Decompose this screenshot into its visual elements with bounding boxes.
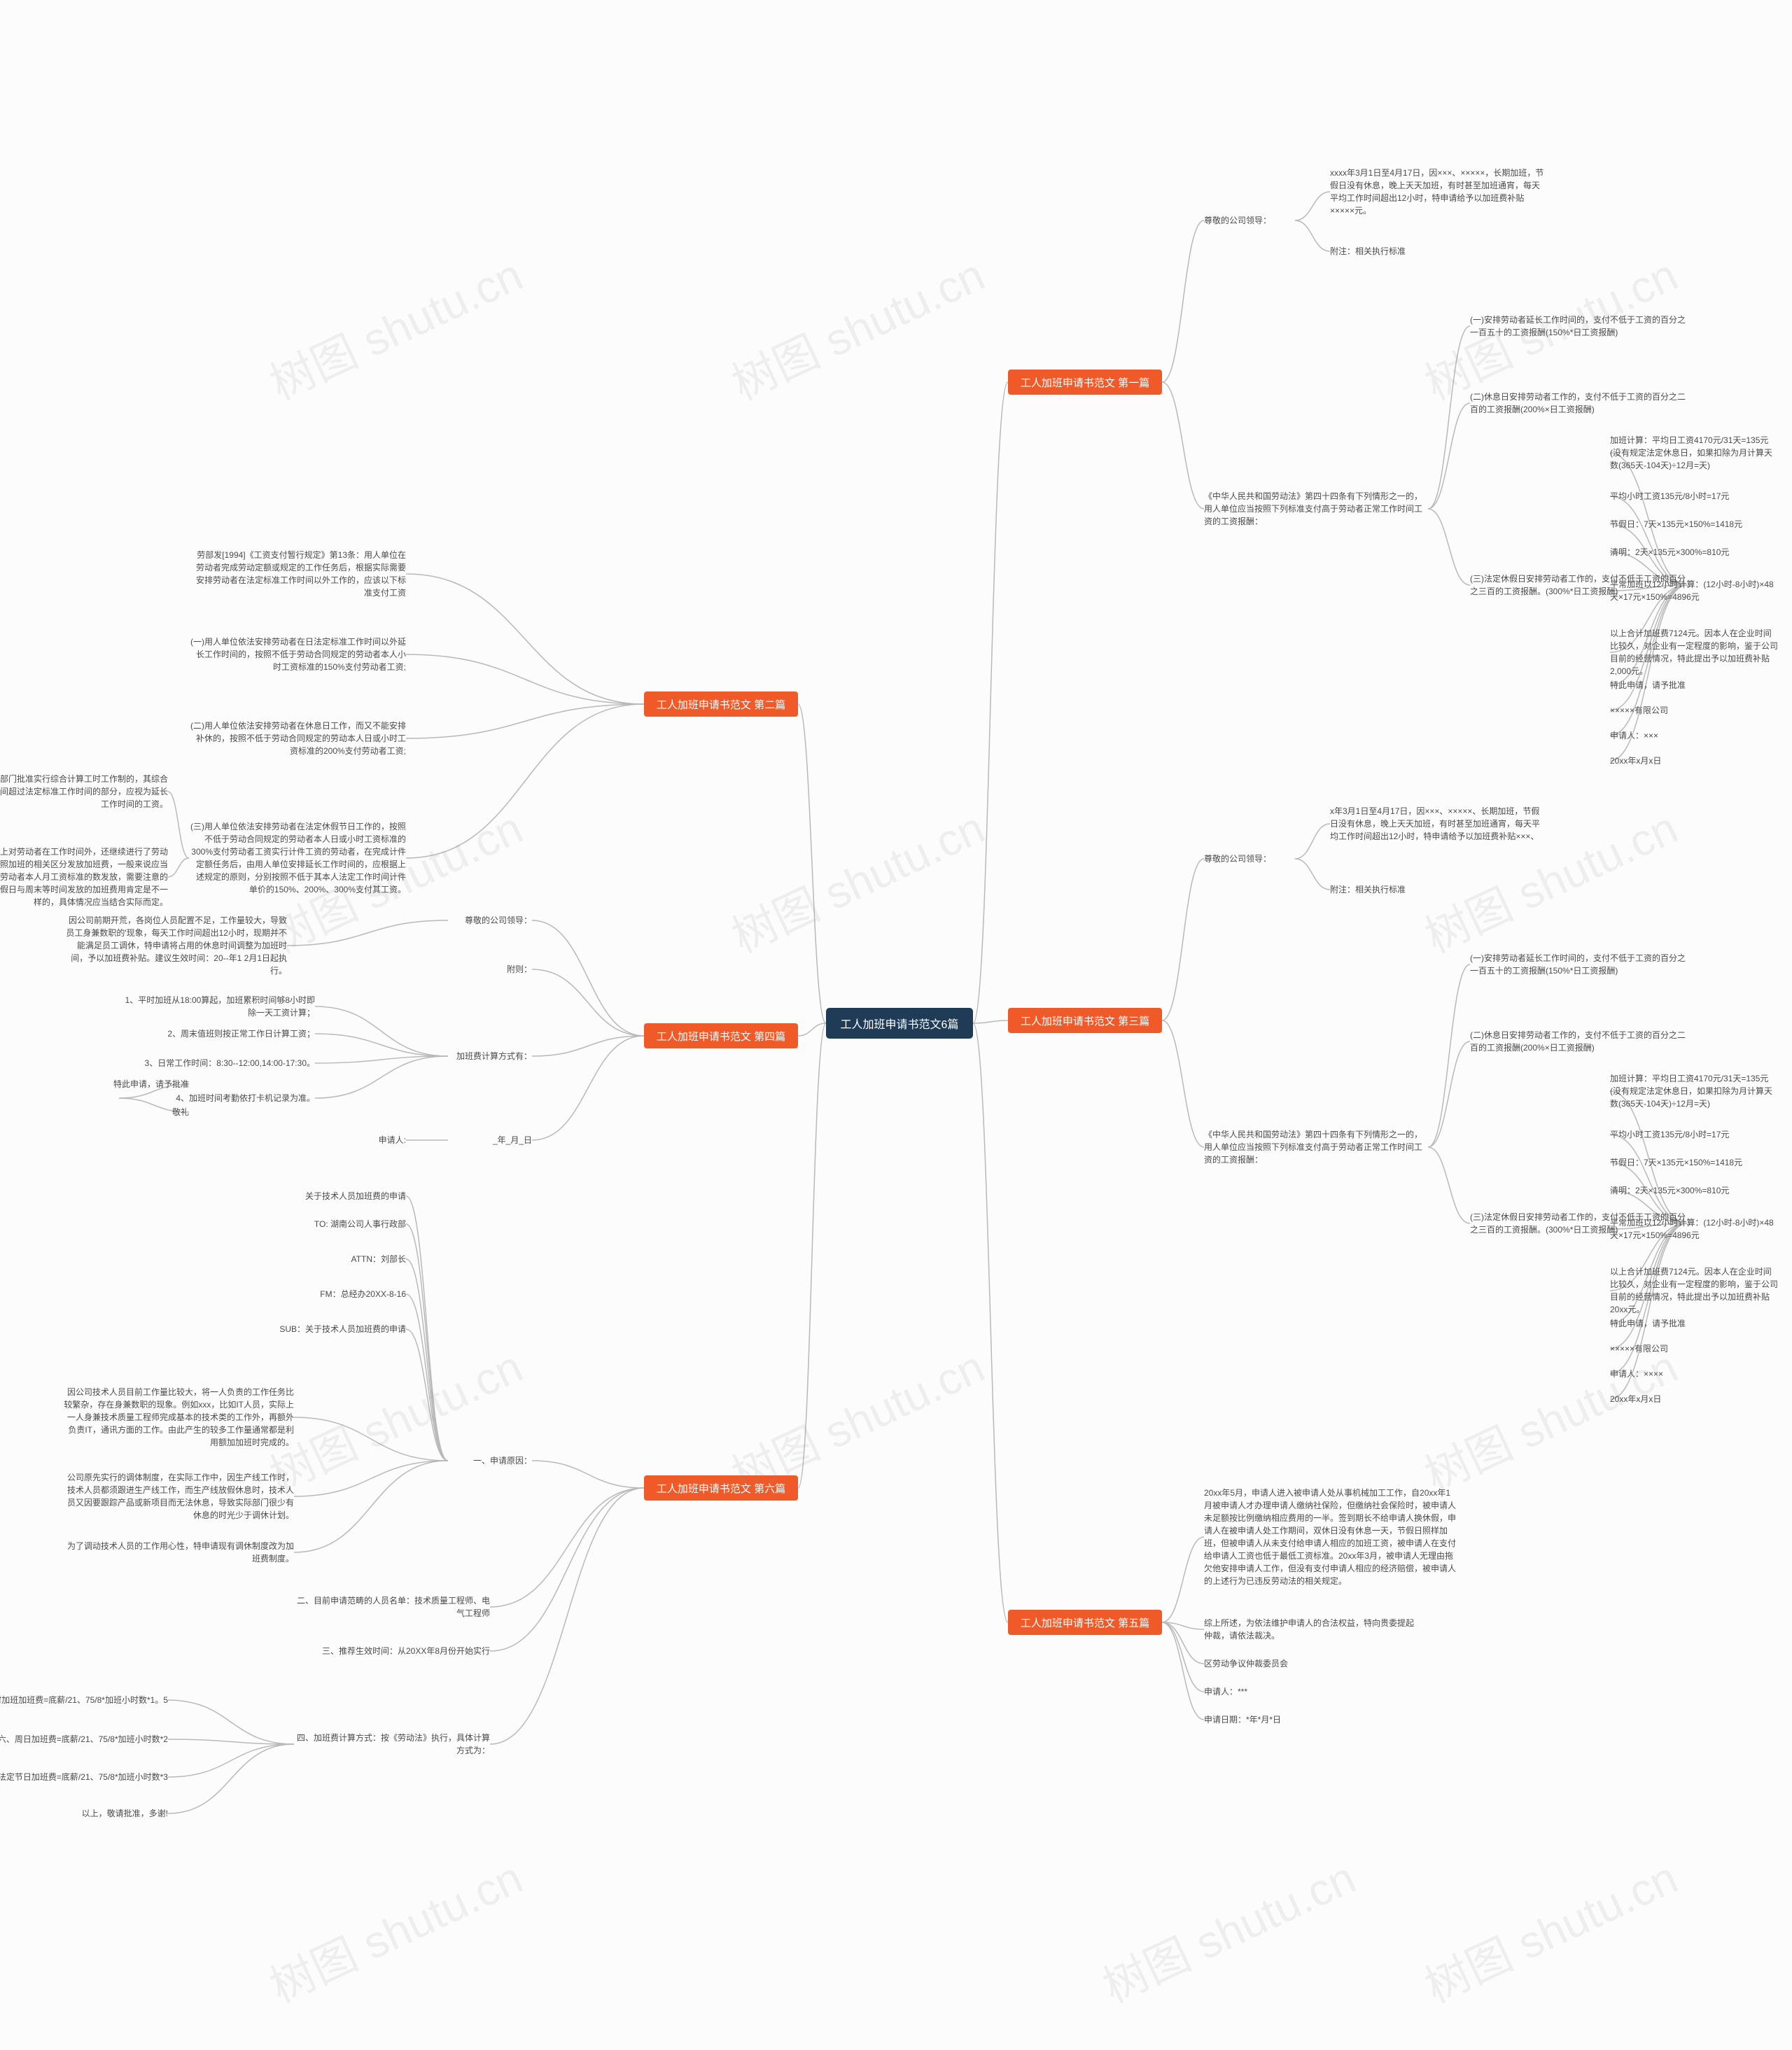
leaf-text: 为了调动技术人员的工作用心性，特申请现有调休制度改为加班费制度。 — [63, 1540, 294, 1565]
leaf-text: (一)安排劳动者延长工作时间的，支付不低于工资的百分之一百五十的工资报酬(150… — [1470, 314, 1687, 339]
leaf-text: 20xx年5月，申请人进入被申请人处从事机械加工工作，自20xx年1月被申请人才… — [1204, 1487, 1456, 1587]
leaf-text: 2、周末值班则按正常工作日计算工资； — [119, 1027, 315, 1040]
leaf-text: ATTN：刘部长 — [217, 1253, 406, 1265]
leaf-text: 因公司前期开荒，各岗位人员配置不足，工作量较大，导致员工身兼数职的'现象，每天工… — [63, 914, 287, 977]
leaf-text: (二)休息日安排劳动者工作的，支付不低于工资的百分之二百的工资报酬(200%×日… — [1470, 1029, 1687, 1054]
leaf-text: 以上，敬请批准，多谢! — [0, 1807, 168, 1820]
leaf-text: 特此申请，请予批准 — [84, 1078, 189, 1090]
leaf-text: (一)用人单位依法安排劳动者在日法定标准工作时间以外延长工作时间的，按照不低于劳… — [189, 636, 406, 673]
watermark: 树图 shutu.cn — [720, 239, 993, 412]
branch-node[interactable]: 工人加班申请书范文 第一篇 — [1008, 370, 1162, 395]
leaf-text: 因公司技术人员目前工作量比较大，将一人负责的工作任务比较繁杂，存在身兼数职的现象… — [63, 1386, 294, 1449]
leaf-text: 敬礼 — [147, 1106, 189, 1118]
leaf-text: 平均小时工资135元/8小时=17元 — [1610, 1128, 1778, 1141]
watermark: 树图 shutu.cn — [720, 792, 993, 965]
leaf-text: 以上合计加班费7124元。因本人在企业时间比较久，对企业有一定程度的影响，鉴于公… — [1610, 627, 1778, 678]
leaf-text: 申请人: — [322, 1134, 406, 1146]
leaf-text: xxxx年3月1日至4月17日，因×××、×××××，长期加班，节假日没有休息，… — [1330, 167, 1547, 217]
leaf-text: 节假日：7天×135元×150%=1418元 — [1610, 518, 1778, 531]
watermark: 树图 shutu.cn — [258, 1331, 531, 1504]
leaf-text: 4、加班时间考勤依打卡机记录为准。 — [119, 1092, 315, 1104]
leaf-text: TO: 湖南公司人事行政部 — [217, 1218, 406, 1230]
leaf-text: SUB：关于技术人员加班费的申请 — [217, 1323, 406, 1335]
root-node[interactable]: 工人加班申请书范文6篇 — [826, 1008, 973, 1039]
leaf-text: 节假日：7天×135元×150%=1418元 — [1610, 1156, 1778, 1169]
leaf-text: 平常加班以12小时计算：(12小时-8小时)×48天×17元×150%=4896… — [1610, 1216, 1778, 1242]
watermark: 树图 shutu.cn — [258, 239, 531, 412]
leaf-text: 我国法律上对劳动者在工作时间外，还继续进行了劳动的，实实按照加班的相关区分发放加… — [0, 845, 168, 908]
leaf-text: 劳部发[1994]《工资支付暂行规定》第13条：用人单位在劳动者完成劳动定额或规… — [189, 549, 406, 599]
branch-node[interactable]: 工人加班申请书范文 第四篇 — [644, 1023, 798, 1048]
leaf-text: 清明：2天×135元×300%=810元 — [1610, 546, 1778, 559]
leaf-text: 《中华人民共和国劳动法》第四十四条有下列情形之一的，用人单位应当按照下列标准支付… — [1204, 1128, 1428, 1166]
leaf-text: (二)用人单位依法安排劳动者在休息日工作，而又不能安排补休的，按照不低于劳动合同… — [189, 719, 406, 757]
leaf-text: 3、日常工作时间：8:30--12:00,14:00-17:30。 — [119, 1057, 315, 1069]
leaf-text: 4、2周六、周日加班费=底薪/21、75/8*加班小时数*2 — [0, 1733, 168, 1746]
leaf-text: FM：总经办20XX-8-16 — [217, 1288, 406, 1300]
branch-node[interactable]: 工人加班申请书范文 第二篇 — [644, 691, 798, 717]
leaf-text: ×××××有限公司 — [1610, 704, 1750, 717]
leaf-text: (三)用人单位依法安排劳动者在法定休假节日工作的，按照不低于劳动合同规定的劳动者… — [189, 820, 406, 896]
branch-node[interactable]: 工人加班申请书范文 第五篇 — [1008, 1610, 1162, 1635]
leaf-text: 附注：相关执行标准 — [1330, 245, 1470, 258]
leaf-text: 附注：相关执行标准 — [1330, 883, 1470, 896]
leaf-text: 4、1平时加班加班费=底薪/21、75/8*加班小时数*1。5 — [0, 1694, 168, 1706]
watermark: 树图 shutu.cn — [1413, 1331, 1686, 1504]
leaf-text: 平常加班以12小时计算：(12小时-8小时)×48天×17元×150%=4896… — [1610, 578, 1778, 603]
branch-node[interactable]: 工人加班申请书范文 第六篇 — [644, 1475, 798, 1501]
leaf-text: 关于技术人员加班费的申请 — [217, 1190, 406, 1202]
leaf-text: 特此申请，请予批准 — [1610, 1317, 1750, 1330]
watermark: 树图 shutu.cn — [1413, 1842, 1686, 2015]
leaf-text: 20xx年x月x日 — [1610, 754, 1750, 767]
watermark: 树图 shutu.cn — [1091, 1842, 1364, 2015]
leaf-text: 尊敬的公司领导： — [448, 914, 532, 927]
leaf-text: 平均小时工资135元/8小时=17元 — [1610, 490, 1778, 503]
leaf-text: (二)休息日安排劳动者工作的，支付不低于工资的百分之二百的工资报酬(200%×日… — [1470, 391, 1687, 416]
leaf-text: _年_月_日 — [448, 1134, 532, 1146]
branch-node[interactable]: 工人加班申请书范文 第三篇 — [1008, 1008, 1162, 1033]
leaf-text: 清明：2天×135元×300%=810元 — [1610, 1184, 1778, 1197]
leaf-text: 申请人：×××× — [1610, 1368, 1750, 1380]
leaf-text: 加班计算：平均日工资4170元/31天=135元(没有规定法定休息日，如果扣除为… — [1610, 434, 1778, 472]
leaf-text: (一)安排劳动者延长工作时间的，支付不低于工资的百分之一百五十的工资报酬(150… — [1470, 952, 1687, 977]
leaf-text: 综上所述，为依法维护申请人的合法权益，特向贵委提起仲裁，请依法裁决。 — [1204, 1617, 1421, 1642]
leaf-text: 经劳动行政部门批准实行综合计算工时工作制的，其综合计算工作时间超过法定标准工作时… — [0, 773, 168, 810]
leaf-text: 以上合计加班费7124元。因本人在企业时间比较久，对企业有一定程度的影响，鉴于公… — [1610, 1265, 1778, 1316]
leaf-text: 一、申请原因： — [448, 1454, 532, 1467]
leaf-text: 1、平时加班从18:00算起，加班累积时间够8小时即除一天工资计算； — [119, 994, 315, 1019]
leaf-text: 申请人：××× — [1610, 729, 1750, 742]
leaf-text: 附则： — [448, 963, 532, 976]
leaf-text: 尊敬的公司领导： — [1204, 214, 1295, 227]
leaf-text: 尊敬的公司领导： — [1204, 852, 1295, 865]
leaf-text: ×××××有限公司 — [1610, 1342, 1750, 1355]
leaf-text: x年3月1日至4月17日，因×××、×××××、长期加班，节假日没有休息，晚上天… — [1330, 805, 1547, 843]
leaf-text: 加班费计算方式有： — [448, 1050, 532, 1062]
leaf-text: 三、推荐生效时间：从20XX年8月份开始实行 — [294, 1645, 490, 1657]
leaf-text: 二、目前申请范畴的人员名单：技术质量工程师、电气工程师 — [294, 1594, 490, 1620]
leaf-text: 20xx年x月x日 — [1610, 1393, 1750, 1405]
leaf-text: 申请日期：*年*月*日 — [1204, 1713, 1344, 1726]
leaf-text: 公司原先实行的调体制度，在实际工作中，因生产线工作时，技术人员都须跟进生产线工作… — [63, 1471, 294, 1522]
leaf-text: 申请人：*** — [1204, 1685, 1344, 1698]
leaf-text: 4、3法定节日加班费=底薪/21、75/8*加班小时数*3 — [0, 1771, 168, 1783]
leaf-text: 四、加班费计算方式：按《劳动法》执行，具体计算方式为： — [294, 1732, 490, 1757]
leaf-text: 特此申请，请予批准 — [1610, 679, 1750, 691]
watermark: 树图 shutu.cn — [258, 1842, 531, 2015]
leaf-text: 区劳动争议仲裁委员会 — [1204, 1657, 1358, 1670]
leaf-text: 《中华人民共和国劳动法》第四十四条有下列情形之一的，用人单位应当按照下列标准支付… — [1204, 490, 1428, 528]
leaf-text: 加班计算：平均日工资4170元/31天=135元(没有规定法定休息日，如果扣除为… — [1610, 1072, 1778, 1110]
